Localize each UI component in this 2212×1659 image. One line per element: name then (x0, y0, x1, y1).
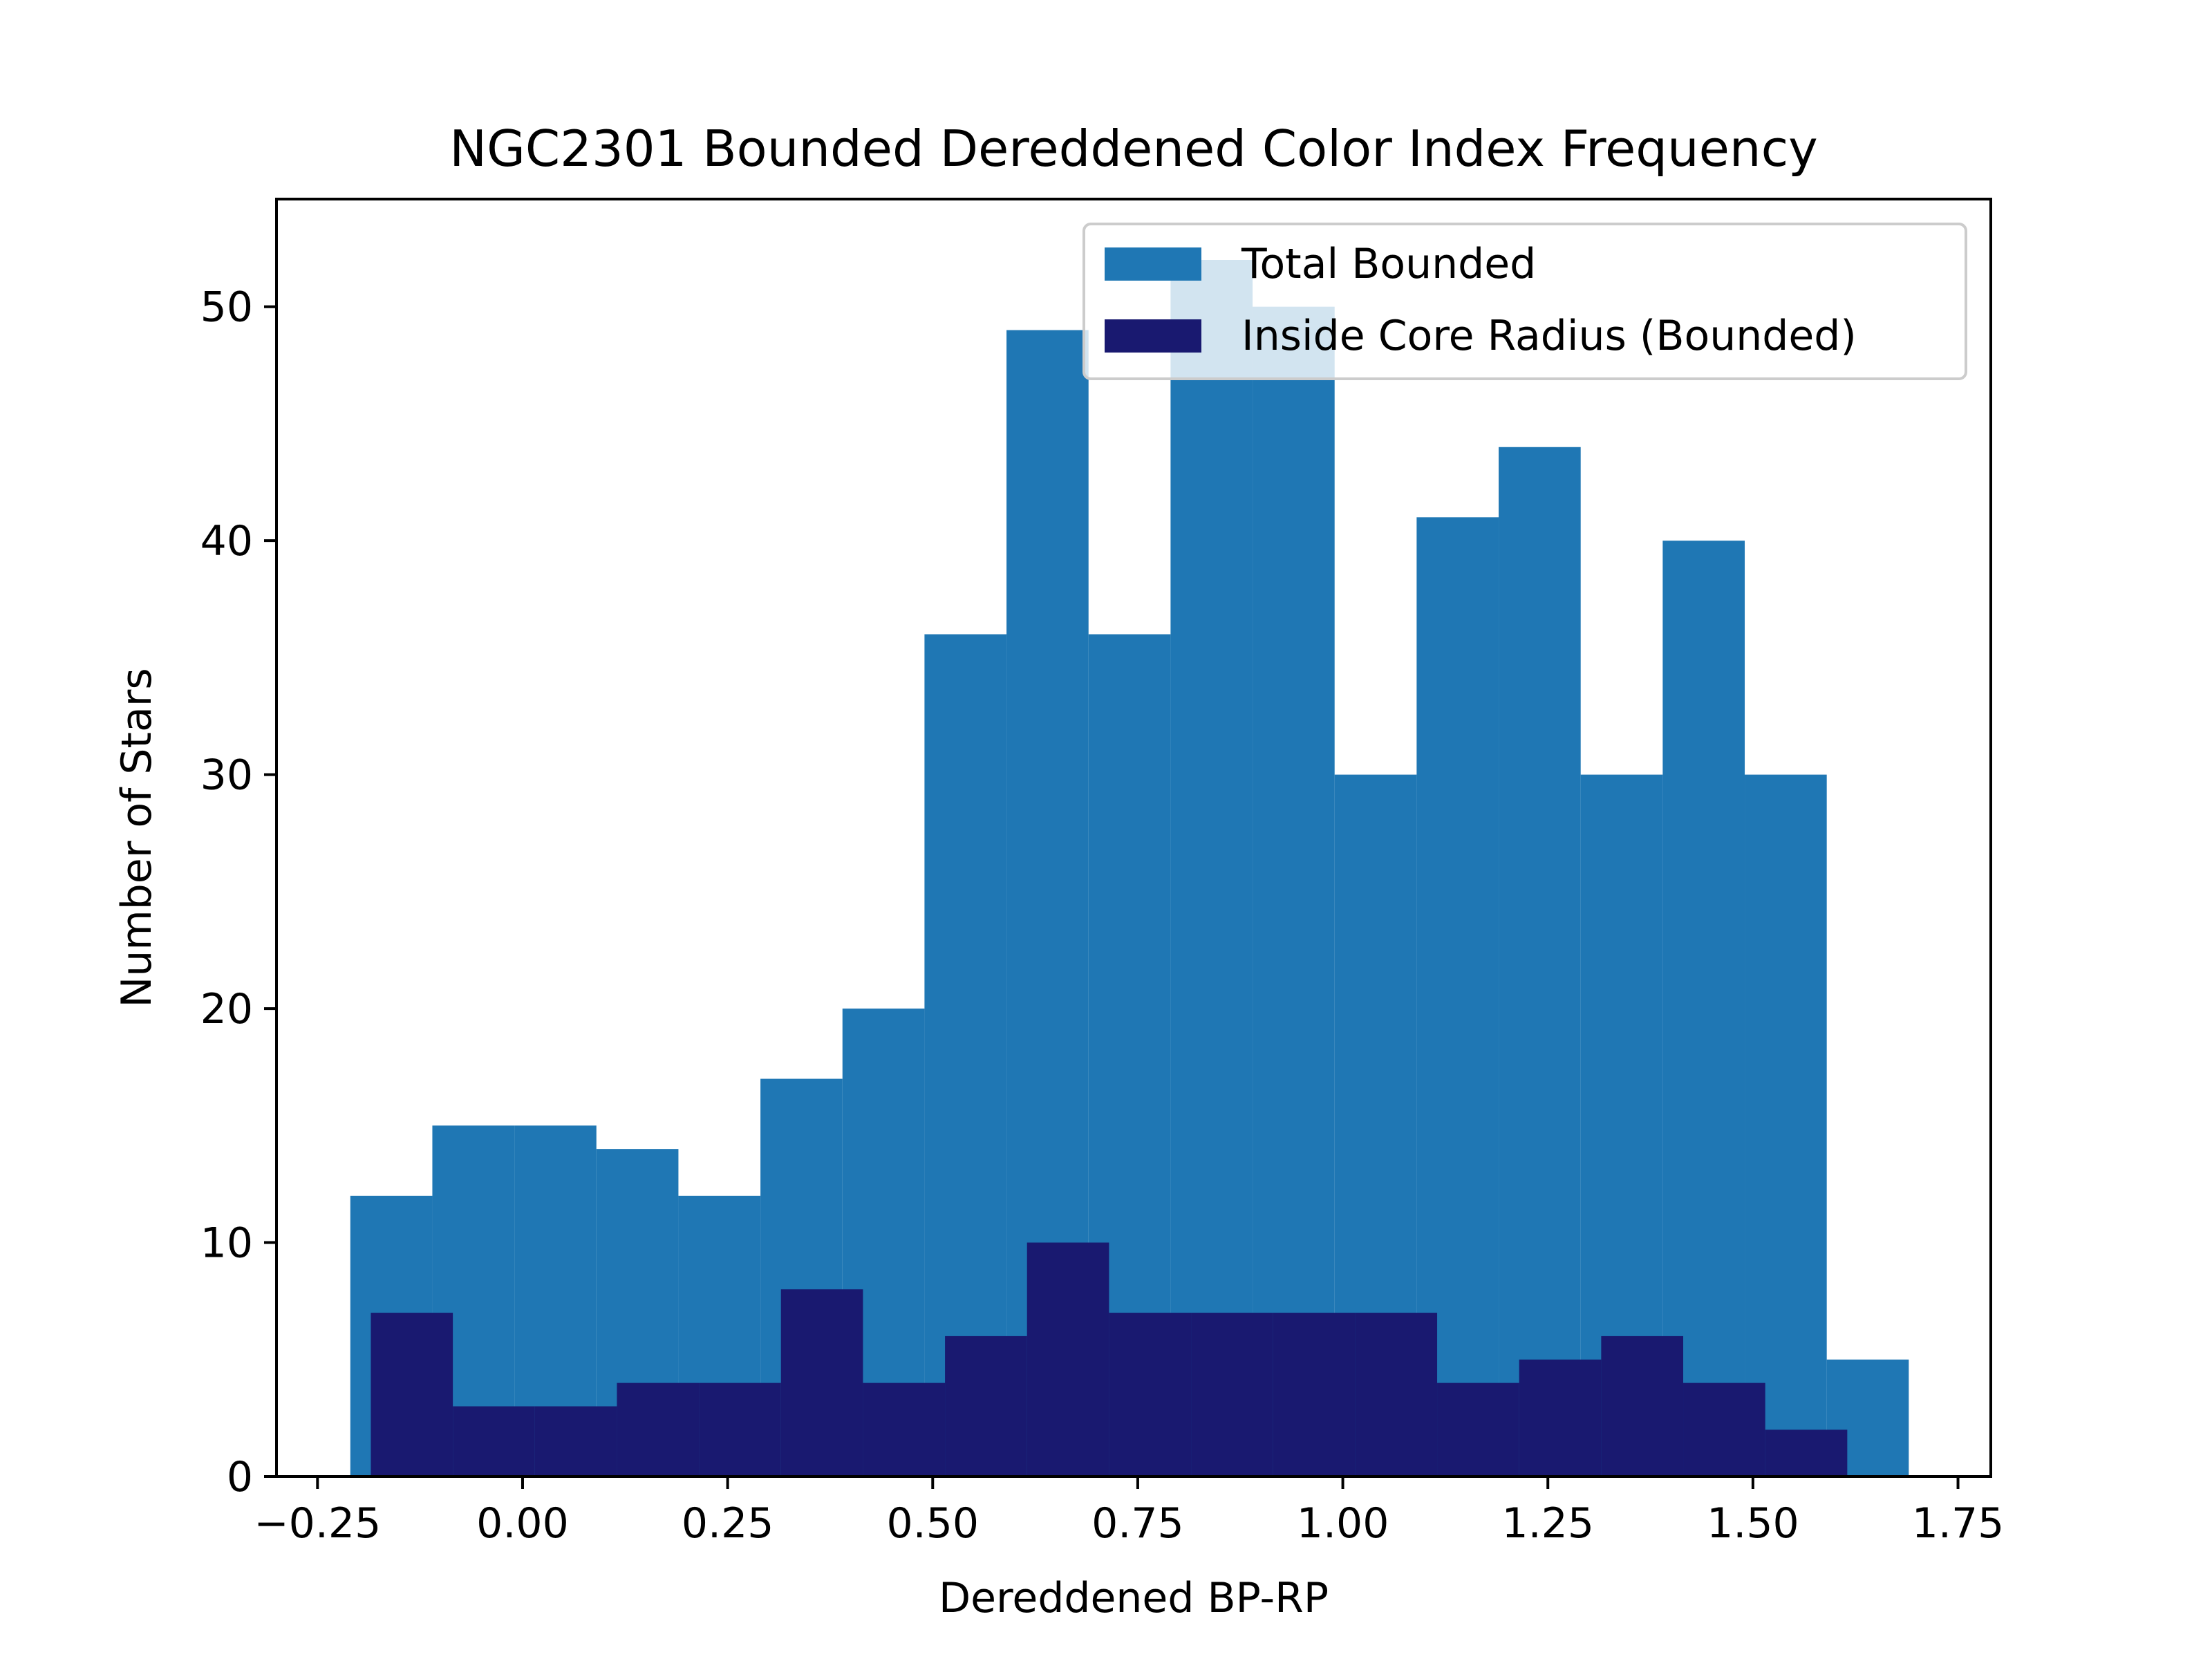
bar-series-1-bin-14 (1519, 1359, 1602, 1477)
bar-series-1-bin-12 (1355, 1313, 1438, 1477)
bar-series-1-bin-5 (780, 1289, 863, 1477)
x-axis-ticks: −0.25 0.00 0.25 0.50 0.75 1.00 1.25 1.50 1.75 (254, 1477, 2004, 1548)
x-axis-label: Dereddened BP-RP (939, 1574, 1329, 1622)
legend-label-inside-core-radius: Inside Core Radius (Bounded) (1241, 312, 1857, 360)
y-tick-label: 40 (200, 517, 253, 565)
bars-layer (350, 260, 1909, 1477)
bar-series-1-bin-9 (1109, 1313, 1192, 1477)
bar-series-1-bin-13 (1437, 1382, 1519, 1477)
legend-swatch-total-bounded (1105, 247, 1201, 281)
x-tick-label: 1.50 (1707, 1499, 1799, 1548)
legend: Total Bounded Inside Core Radius (Bounde… (1082, 223, 1967, 380)
bar-series-1-bin-7 (945, 1335, 1027, 1477)
x-tick-label: 0.75 (1091, 1499, 1184, 1548)
chart-title: NGC2301 Bounded Dereddened Color Index F… (449, 120, 1818, 178)
y-tick-label: 30 (200, 751, 253, 800)
bar-series-0-bin-10 (1170, 260, 1253, 1477)
bar-series-0-bin-17 (1745, 774, 1827, 1477)
y-axis-ticks: 0 10 20 30 40 50 (200, 283, 276, 1501)
y-tick-label: 20 (200, 985, 253, 1033)
legend-box (1082, 223, 1967, 380)
plot-frame (275, 198, 1992, 1478)
bar-series-0-bin-11 (1253, 306, 1335, 1477)
bar-series-1-bin-1 (453, 1406, 535, 1477)
bar-series-1-bin-16 (1683, 1382, 1765, 1477)
y-tick-label: 0 (227, 1453, 253, 1501)
series-1 (371, 1242, 1848, 1477)
x-tick-label: 0.00 (476, 1499, 569, 1548)
bar-series-1-bin-10 (1191, 1313, 1273, 1477)
legend-swatch-inside-core-radius (1105, 319, 1201, 353)
x-tick-label: 1.75 (1912, 1499, 2005, 1548)
legend-label-total-bounded: Total Bounded (1241, 240, 1536, 288)
x-tick-label: 0.50 (886, 1499, 979, 1548)
x-tick-label: 1.00 (1297, 1499, 1389, 1548)
bar-series-1-bin-2 (534, 1406, 617, 1477)
bar-series-0-bin-16 (1662, 541, 1745, 1477)
bar-series-1-bin-11 (1273, 1313, 1356, 1477)
y-tick-label: 10 (200, 1219, 253, 1268)
y-axis-label: Number of Stars (113, 668, 161, 1007)
bar-series-0-bin-14 (1499, 447, 1581, 1477)
bar-series-1-bin-8 (1027, 1242, 1109, 1477)
x-tick-label: 1.25 (1501, 1499, 1594, 1548)
x-tick-label: 0.25 (682, 1499, 774, 1548)
x-tick-label: −0.25 (254, 1499, 381, 1548)
bar-series-1-bin-3 (617, 1382, 700, 1477)
bar-series-1-bin-17 (1765, 1430, 1848, 1477)
bar-series-1-bin-15 (1601, 1335, 1684, 1477)
bar-series-1-bin-0 (371, 1313, 453, 1477)
bar-series-1-bin-6 (863, 1382, 946, 1477)
bar-series-1-bin-4 (699, 1382, 781, 1477)
y-tick-label: 50 (200, 283, 253, 332)
